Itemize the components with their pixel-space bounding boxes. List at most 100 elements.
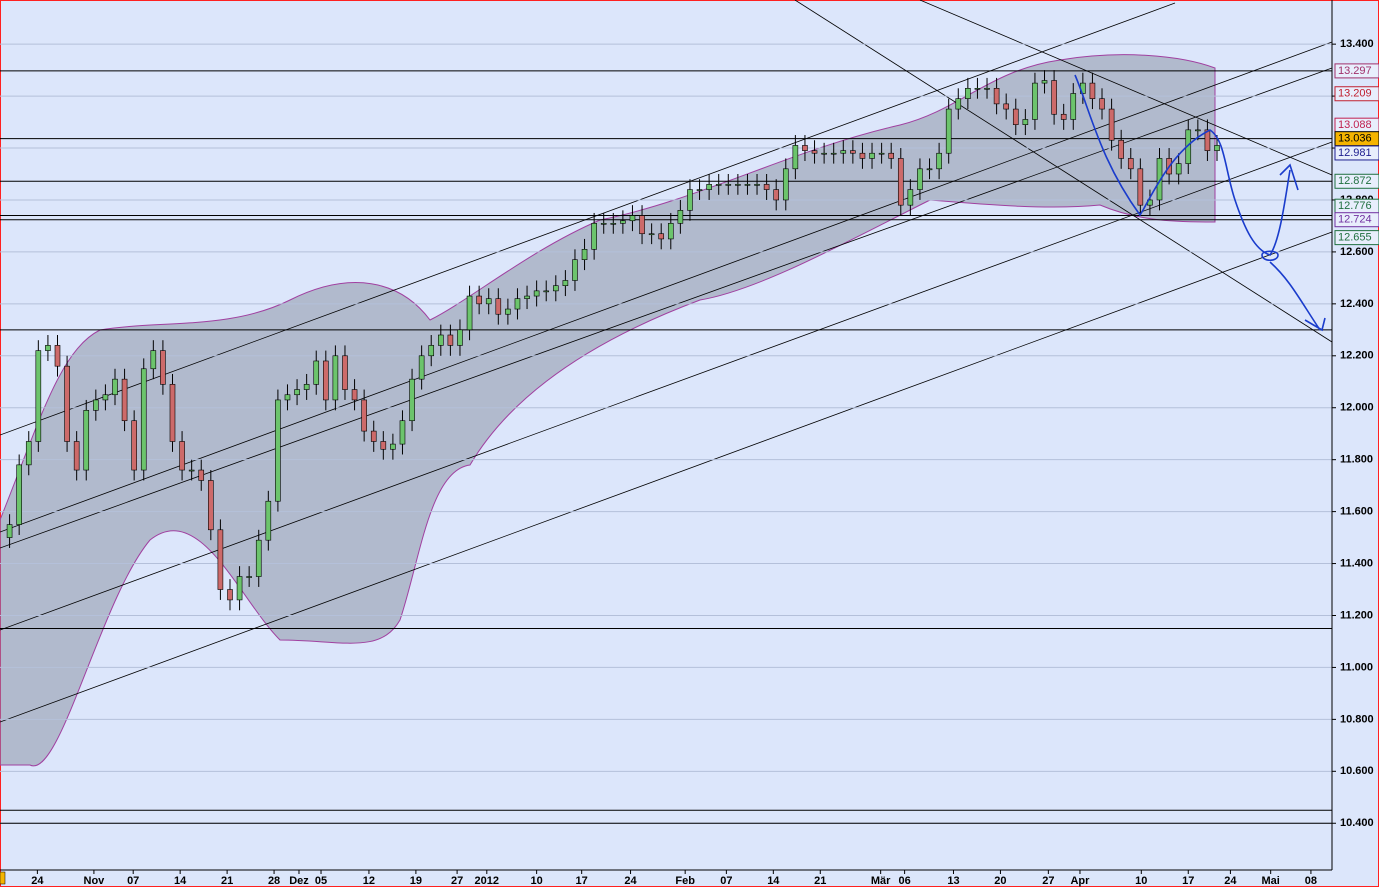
candle-body bbox=[993, 87, 1000, 105]
candle-body bbox=[667, 223, 674, 240]
candle-body bbox=[1214, 145, 1220, 151]
candle bbox=[351, 379, 358, 411]
candle bbox=[821, 142, 827, 164]
candle bbox=[744, 174, 751, 195]
candle-body bbox=[140, 368, 147, 471]
candle-body bbox=[1041, 80, 1048, 84]
candle-body bbox=[869, 152, 875, 159]
candle bbox=[495, 288, 502, 325]
candle bbox=[169, 373, 176, 452]
candle bbox=[533, 280, 540, 307]
candle bbox=[370, 420, 377, 452]
candle bbox=[1175, 153, 1182, 185]
candle bbox=[1127, 148, 1134, 180]
candle-body bbox=[840, 150, 847, 154]
candle bbox=[284, 384, 291, 411]
candle-body bbox=[370, 430, 377, 442]
candle bbox=[1137, 158, 1144, 216]
candle bbox=[620, 210, 626, 234]
candle bbox=[64, 355, 70, 452]
candle-body bbox=[342, 355, 348, 390]
candle bbox=[131, 410, 137, 481]
candle bbox=[715, 174, 722, 195]
candle-body bbox=[73, 441, 80, 471]
candle-body bbox=[169, 384, 176, 442]
price-label: 12.724 bbox=[1338, 214, 1372, 226]
candle-body bbox=[792, 145, 799, 170]
candle bbox=[45, 335, 51, 361]
candle bbox=[639, 205, 645, 245]
candle bbox=[236, 566, 243, 611]
candle-body bbox=[265, 500, 272, 541]
candle-body bbox=[1070, 93, 1077, 120]
candle-body bbox=[323, 360, 329, 401]
candle-body bbox=[380, 441, 387, 450]
x-tick-label: 08 bbox=[1305, 875, 1317, 887]
candle-body bbox=[620, 220, 626, 224]
candle bbox=[54, 335, 61, 377]
candle bbox=[514, 288, 521, 320]
candle-body bbox=[64, 365, 70, 442]
candle bbox=[457, 319, 463, 356]
price-label: 13.036 bbox=[1338, 133, 1372, 145]
candle bbox=[926, 158, 933, 180]
candle bbox=[763, 174, 770, 200]
candle-body bbox=[275, 399, 281, 502]
candle-body bbox=[236, 576, 243, 601]
candle bbox=[447, 324, 454, 356]
candle-body bbox=[25, 441, 32, 466]
candle bbox=[246, 566, 252, 587]
candle-body bbox=[179, 441, 185, 471]
candle-body bbox=[572, 259, 578, 281]
candle-body bbox=[160, 350, 166, 385]
candle bbox=[73, 431, 80, 481]
candle bbox=[275, 389, 281, 512]
candle-body bbox=[1003, 103, 1009, 110]
candle-body bbox=[1032, 82, 1038, 120]
candle-body bbox=[802, 145, 808, 151]
candle bbox=[648, 223, 655, 245]
candle-body bbox=[390, 443, 396, 450]
x-tick-label: 21 bbox=[814, 875, 826, 887]
candle bbox=[591, 212, 597, 260]
candle-body bbox=[121, 378, 128, 422]
candle-body bbox=[610, 223, 617, 225]
candle-body bbox=[255, 539, 262, 577]
candle-body bbox=[217, 529, 224, 590]
candle-body bbox=[1127, 158, 1134, 170]
candle-body bbox=[1204, 129, 1211, 151]
candle-body bbox=[332, 355, 339, 401]
trend-lines bbox=[0, 0, 1333, 723]
price-label: 13.088 bbox=[1338, 119, 1372, 131]
candle-body bbox=[648, 233, 655, 236]
x-tick-label: 27 bbox=[451, 875, 463, 887]
candle-body bbox=[591, 223, 597, 250]
candle bbox=[303, 373, 310, 400]
candle bbox=[121, 368, 128, 432]
candle bbox=[361, 389, 367, 442]
x-tick-label: 17 bbox=[576, 875, 588, 887]
candle bbox=[93, 389, 99, 421]
price-box bbox=[1334, 230, 1379, 246]
candle bbox=[945, 98, 952, 164]
candle-body bbox=[198, 469, 205, 481]
candle-body bbox=[936, 152, 942, 170]
candle-body bbox=[821, 152, 827, 155]
candle-body bbox=[773, 189, 780, 201]
candle-body bbox=[1118, 139, 1124, 159]
candle bbox=[179, 431, 185, 481]
candle bbox=[342, 345, 348, 400]
price-box bbox=[1334, 86, 1379, 102]
candle bbox=[485, 288, 492, 315]
candle bbox=[160, 340, 166, 395]
candle-body bbox=[1156, 158, 1163, 201]
candle bbox=[1089, 72, 1096, 110]
candle-body bbox=[600, 223, 607, 225]
candle bbox=[438, 324, 444, 356]
candle-body bbox=[1012, 108, 1019, 125]
candle-body bbox=[1175, 163, 1182, 175]
y-tick-label: 12.400 bbox=[1340, 298, 1374, 310]
candle bbox=[399, 410, 406, 455]
candle bbox=[16, 454, 22, 535]
candle bbox=[600, 212, 607, 234]
